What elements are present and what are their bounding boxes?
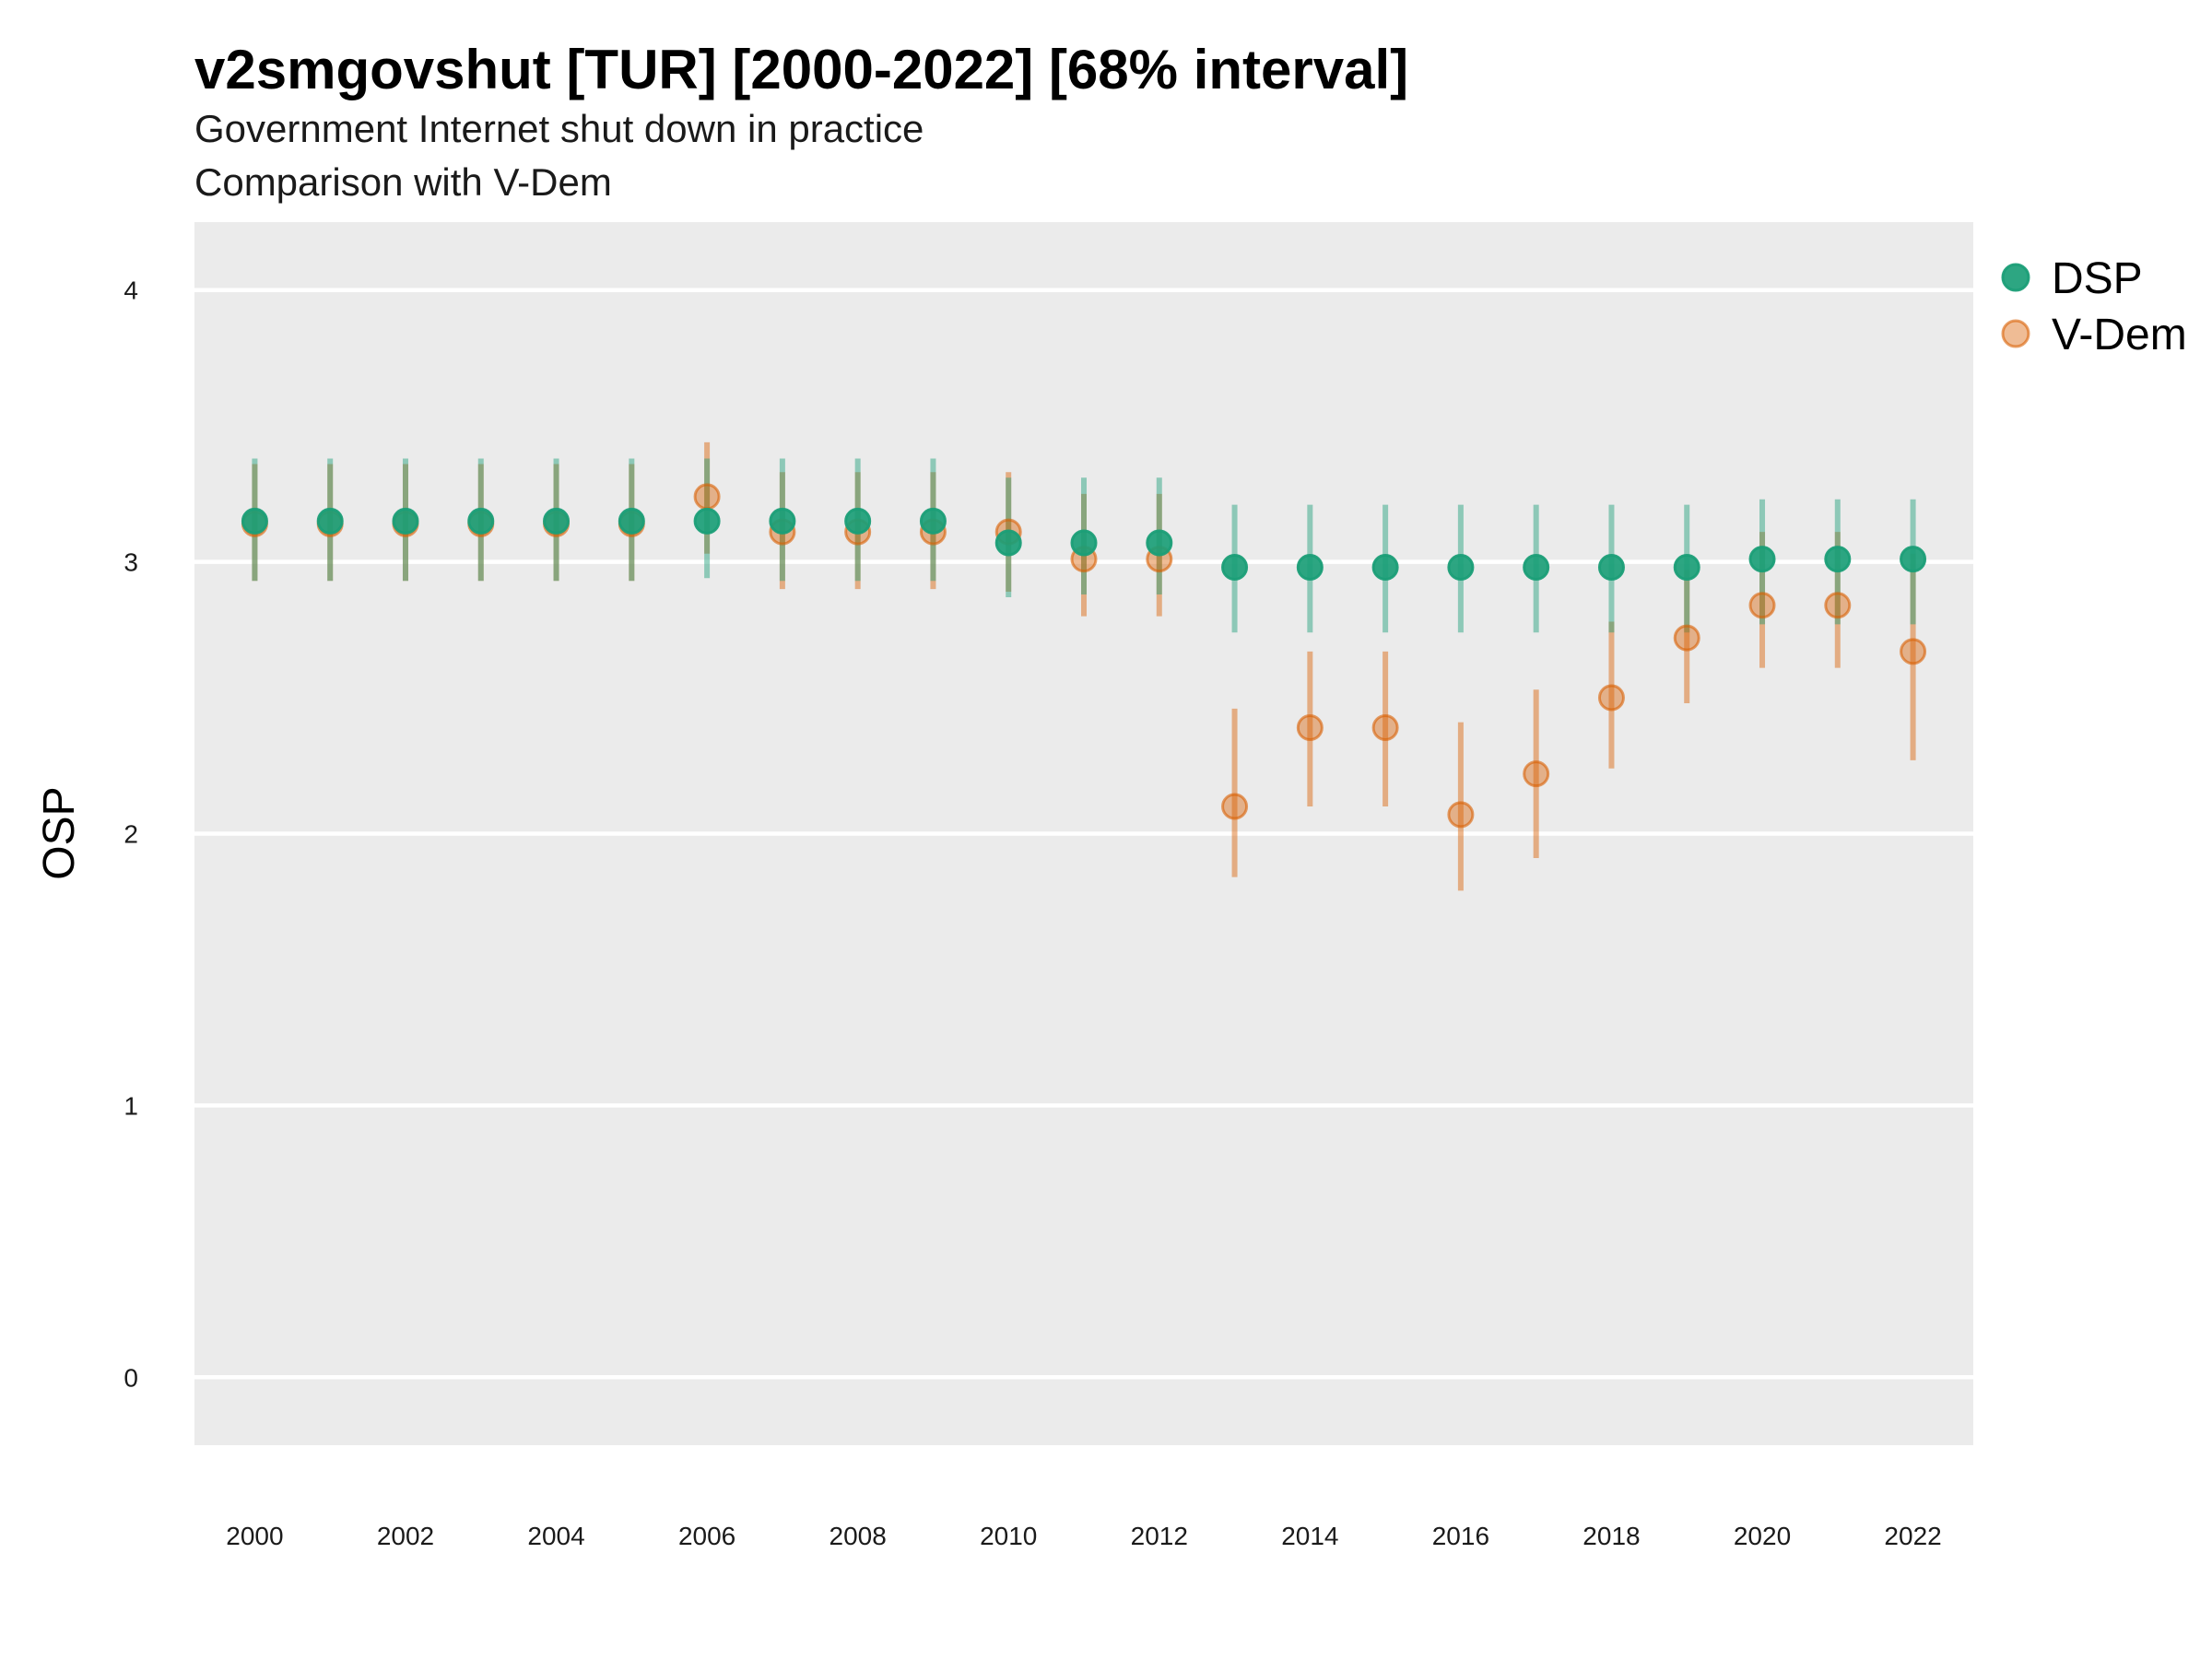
data-point bbox=[844, 507, 872, 535]
legend-key bbox=[2001, 263, 2030, 292]
data-point bbox=[1296, 713, 1324, 741]
data-point bbox=[994, 529, 1022, 557]
data-point bbox=[1221, 793, 1249, 820]
data-point bbox=[1748, 592, 1776, 619]
y-axis-ticks: 0 1 2 3 4 bbox=[124, 276, 138, 1393]
y-tick-label: 4 bbox=[124, 276, 138, 305]
data-point bbox=[1523, 554, 1550, 582]
x-tick-label: 2006 bbox=[678, 1522, 735, 1550]
data-point bbox=[1221, 554, 1249, 582]
data-point bbox=[1523, 760, 1550, 788]
y-tick-label: 2 bbox=[124, 820, 138, 849]
data-point bbox=[1824, 592, 1852, 619]
data-point bbox=[1900, 638, 1927, 665]
gridlines bbox=[194, 288, 1973, 1380]
data-point bbox=[392, 507, 419, 535]
x-axis-ticks: 2000 2002 2004 2006 2008 2010 2012 2014 2016 2018… bbox=[226, 1522, 1941, 1550]
data-point bbox=[1447, 554, 1475, 582]
y-tick-label: 0 bbox=[124, 1363, 138, 1392]
data-point bbox=[1371, 554, 1399, 582]
data-point bbox=[241, 507, 268, 535]
x-tick-label: 2020 bbox=[1734, 1522, 1791, 1550]
chart-subtitle-line-2: Comparison with V-Dem bbox=[194, 160, 612, 204]
data-point bbox=[316, 507, 344, 535]
series-dsp-points bbox=[241, 507, 1927, 582]
data-point bbox=[769, 507, 796, 535]
x-tick-label: 2016 bbox=[1432, 1522, 1489, 1550]
x-tick-label: 2002 bbox=[377, 1522, 434, 1550]
data-point bbox=[1146, 529, 1173, 557]
data-point bbox=[1824, 546, 1852, 573]
data-point bbox=[919, 507, 947, 535]
data-point bbox=[543, 507, 571, 535]
data-point bbox=[1447, 801, 1475, 829]
data-point bbox=[1597, 554, 1625, 582]
x-tick-label: 2004 bbox=[527, 1522, 584, 1550]
data-point bbox=[618, 507, 645, 535]
x-tick-label: 2012 bbox=[1131, 1522, 1188, 1550]
data-point bbox=[467, 507, 495, 535]
data-point bbox=[1070, 529, 1098, 557]
chart-title: v2smgovshut [TUR] [2000-2022] [68% inter… bbox=[194, 39, 1408, 100]
x-tick-label: 2014 bbox=[1281, 1522, 1338, 1550]
chart-subtitle-line-1: Government Internet shut down in practic… bbox=[194, 107, 924, 150]
legend-key bbox=[2001, 319, 2030, 348]
x-tick-label: 2010 bbox=[980, 1522, 1037, 1550]
legend: DSP V-Dem bbox=[2001, 254, 2187, 359]
x-tick-label: 2018 bbox=[1583, 1522, 1640, 1550]
y-axis-label: OSP bbox=[35, 786, 84, 879]
data-marks bbox=[241, 441, 1927, 891]
data-point bbox=[693, 483, 721, 511]
data-point bbox=[1900, 546, 1927, 573]
x-tick-label: 2000 bbox=[226, 1522, 283, 1550]
x-tick-label: 2022 bbox=[1884, 1522, 1941, 1550]
data-point bbox=[1748, 546, 1776, 573]
y-tick-label: 1 bbox=[124, 1091, 138, 1120]
data-point bbox=[693, 507, 721, 535]
data-point bbox=[1296, 554, 1324, 582]
data-point bbox=[1371, 713, 1399, 741]
data-point bbox=[1673, 554, 1700, 582]
legend-label: DSP bbox=[2052, 254, 2143, 303]
data-point bbox=[1597, 684, 1625, 712]
data-point bbox=[1673, 624, 1700, 652]
x-tick-label: 2008 bbox=[830, 1522, 887, 1550]
y-tick-label: 3 bbox=[124, 548, 138, 577]
legend-label: V-Dem bbox=[2052, 311, 2187, 359]
